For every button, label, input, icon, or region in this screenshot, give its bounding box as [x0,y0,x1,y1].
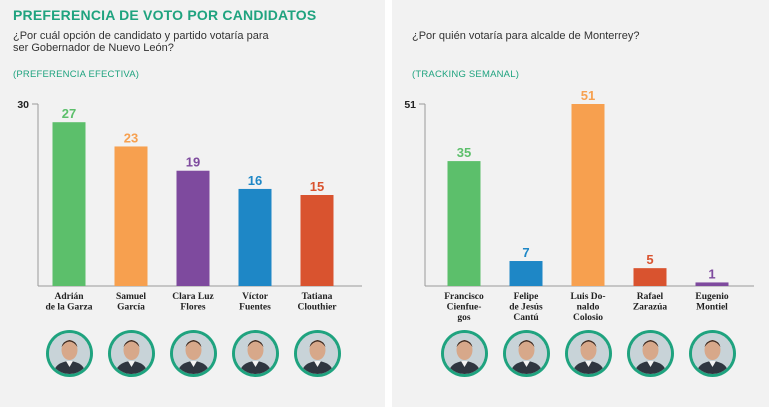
mayor-bar-eugenio-montiel [695,282,729,286]
governor-subtitle: (PREFERENCIA EFECTIVA) [13,69,140,80]
governor-question: ¿Por cuál opción de candidato y partido … [13,30,269,54]
mayor-category-label-francisco-cienfue-gos: Francisco [444,292,484,302]
mayor-value-label-luis-do-naldo-colosio: 51 [581,88,595,103]
mayor-category-label-luis-do-naldo-colosio: Colosio [573,313,603,323]
governor-category-label-clara-luz-flores: Clara Luz [172,292,214,302]
mayor-value-label-rafael-zarazua: 5 [646,252,653,267]
mayor-question: ¿Por quién votaría para alcalde de Monte… [412,30,640,42]
page-title: PREFERENCIA DE VOTO POR CANDIDATOS [13,7,317,23]
governor-photo-tatiana-clouthier [293,330,341,377]
governor-value-label-samuel-garcia: 23 [124,130,138,145]
governor-value-label-clara-luz-flores: 19 [186,155,200,170]
governor-value-label-tatiana-clouthier: 15 [310,179,324,194]
mayor-photo-francisco-cienfue-gos [440,330,488,377]
mayor-bar-rafael-zarazua [633,268,667,286]
governor-category-label-tatiana-clouthier: Tatiana [302,292,333,302]
mayor-category-label-francisco-cienfue-gos: gos [457,313,471,323]
mayor-category-label-francisco-cienfue-gos: Cienfue- [447,303,482,313]
governor-bar-clara-luz-flores [176,170,210,286]
governor-value-label-victor-fuentes: 16 [248,173,262,188]
mayor-y-tick-label: 51 [404,99,416,111]
mayor-category-label-luis-do-naldo-colosio: naldo [577,303,600,313]
mayor-photo-luis-do-naldo-colosio [564,330,612,377]
mayor-bar-felipe-de-jesus-cantu [509,261,543,286]
mayor-bar-francisco-cienfue-gos [447,161,481,286]
governor-category-label-samuel-garcia: García [117,303,145,313]
right-panel: ¿Por quién votaría para alcalde de Monte… [392,0,769,407]
governor-photo-victor-fuentes [231,330,279,377]
mayor-category-label-rafael-zarazua: Rafael [637,292,664,302]
mayor-category-label-felipe-de-jesus-cantu: Cantú [513,313,539,323]
mayor-bar-luis-do-naldo-colosio [571,104,605,286]
governor-category-label-adrian-de-la-garza: de la Garza [46,303,93,313]
mayor-category-label-eugenio-montiel: Montiel [696,303,728,313]
mayor-category-label-felipe-de-jesus-cantu: de Jesús [509,303,543,313]
governor-photo-samuel-garcia [107,330,155,377]
governor-y-tick-label: 30 [17,99,29,111]
governor-category-label-samuel-garcia: Samuel [116,292,146,302]
governor-category-label-tatiana-clouthier: Clouthier [297,303,337,313]
governor-bar-adrian-de-la-garza [52,122,86,286]
mayor-category-label-eugenio-montiel: Eugenio [695,292,729,302]
governor-photo-adrian-de-la-garza [45,330,93,377]
mayor-category-label-luis-do-naldo-colosio: Luis Do- [570,292,605,302]
governor-category-label-victor-fuentes: Fuentes [239,303,271,313]
governor-bar-samuel-garcia [114,146,148,286]
mayor-value-label-francisco-cienfue-gos: 35 [457,145,471,160]
mayor-photo-felipe-de-jesus-cantu [502,330,550,377]
mayor-value-label-eugenio-montiel: 1 [708,266,715,281]
mayor-subtitle: (TRACKING SEMANAL) [412,69,520,80]
governor-photo-clara-luz-flores [169,330,217,377]
governor-value-label-adrian-de-la-garza: 27 [62,106,76,121]
governor-category-label-victor-fuentes: Víctor [242,292,269,302]
mayor-photo-eugenio-montiel [688,330,736,377]
mayor-category-label-felipe-de-jesus-cantu: Felipe [514,292,539,302]
governor-bar-victor-fuentes [238,188,272,286]
mayor-category-label-rafael-zarazua: Zarazúa [633,303,668,313]
left-panel: PREFERENCIA DE VOTO POR CANDIDATOS ¿Por … [0,0,385,407]
mayor-photo-rafael-zarazua [626,330,674,377]
governor-category-label-adrian-de-la-garza: Adrián [54,292,84,302]
governor-bar-tatiana-clouthier [300,195,334,286]
governor-category-label-clara-luz-flores: Flores [180,303,205,313]
mayor-value-label-felipe-de-jesus-cantu: 7 [522,245,529,260]
